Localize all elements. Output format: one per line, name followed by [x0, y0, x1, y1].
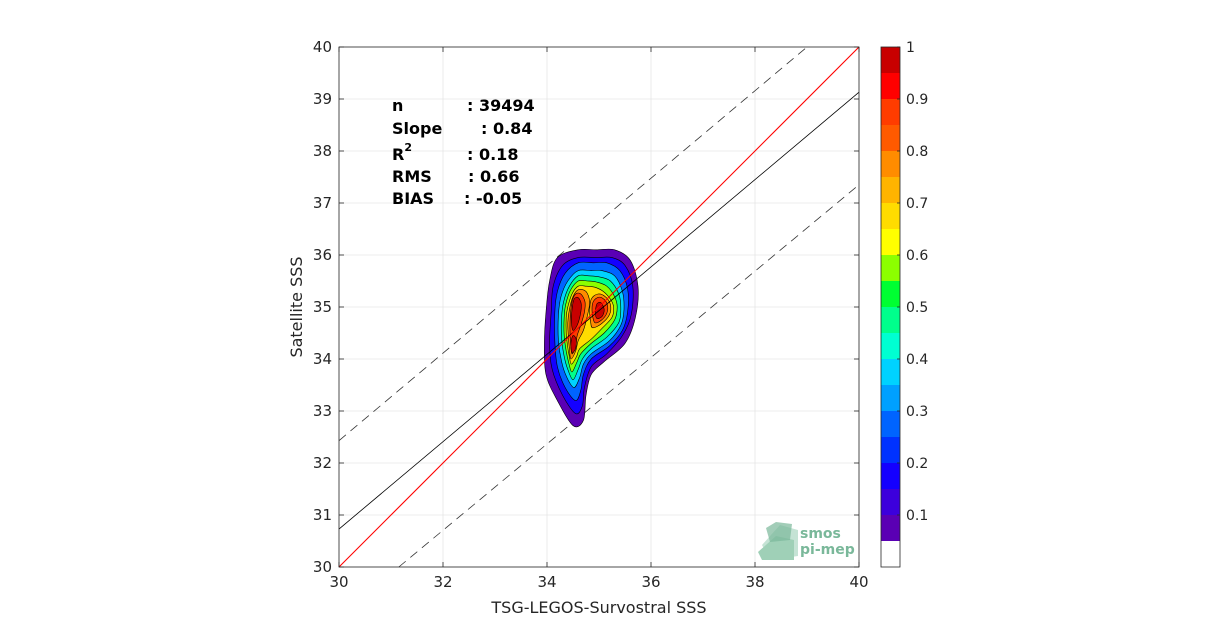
reference-lines — [338, 46, 860, 568]
density-contours — [544, 248, 639, 428]
envelope-line — [338, 46, 808, 441]
colorbar-segment — [881, 151, 900, 177]
x-tick-label: 32 — [433, 573, 452, 591]
y-tick-label: 34 — [313, 350, 332, 368]
stat-value: : 0.66 — [468, 167, 519, 186]
y-tick-label: 37 — [313, 194, 332, 212]
logo-line1: smos — [800, 526, 841, 542]
colorbar-tick-label: 0.2 — [906, 456, 928, 472]
colorbar-segment — [881, 307, 900, 333]
y-axis-ticks: 30 31 32 33 34 35 36 37 38 39 40 — [313, 38, 859, 576]
x-tick-label: 34 — [537, 573, 556, 591]
y-tick-label: 35 — [313, 298, 332, 316]
stat-value: : -0.05 — [464, 189, 522, 208]
x-tick-label: 36 — [641, 573, 660, 591]
colorbar-segment — [881, 541, 900, 567]
colorbar-segment — [881, 177, 900, 203]
x-tick-label: 30 — [329, 573, 348, 591]
colorbar-tick-label: 0.5 — [906, 300, 928, 316]
colorbar-segment — [881, 281, 900, 307]
stat-label: R2 — [392, 141, 412, 164]
stat-label-superscript: 2 — [404, 141, 412, 154]
colorbar-tick-label: 0.6 — [906, 248, 928, 264]
x-tick-label: 38 — [745, 573, 764, 591]
density-contour — [570, 335, 577, 354]
colorbar-tick-label: 1 — [906, 40, 915, 56]
colorbar-segment — [881, 125, 900, 151]
colorbar-segment — [881, 229, 900, 255]
colorbar — [880, 46, 901, 568]
x-axis-label: TSG-LEGOS-Survostral SSS — [490, 598, 706, 617]
y-tick-label: 31 — [313, 506, 332, 524]
colorbar-segment — [881, 359, 900, 385]
colorbar-segment — [881, 255, 900, 281]
logo-line2: pi-mep — [800, 542, 855, 558]
statistics-box: n : 39494 Slope : 0.84 R2 : 0.18 RMS : 0.66 BIAS… — [392, 96, 535, 208]
identity-line — [338, 46, 860, 568]
colorbar-tick-label: 0.7 — [906, 196, 928, 212]
colorbar-segment — [881, 437, 900, 463]
logo-mark-icon — [758, 522, 798, 560]
colorbar-ticks: 0.1 0.2 0.3 0.4 0.5 0.6 0.7 0.8 0.9 1 — [897, 40, 928, 524]
stat-label: BIAS — [392, 189, 434, 208]
stat-label: RMS — [392, 167, 432, 186]
regression-line — [338, 91, 860, 530]
stat-label: n — [392, 96, 403, 115]
y-tick-label: 39 — [313, 90, 332, 108]
stat-label: Slope — [392, 119, 442, 138]
colorbar-segment — [881, 99, 900, 125]
colorbar-segment — [881, 47, 900, 73]
colorbar-tick-label: 0.1 — [906, 508, 928, 524]
stat-value: : 0.84 — [481, 119, 532, 138]
x-axis-ticks: 30 32 34 36 38 40 — [329, 47, 869, 591]
y-tick-label: 30 — [313, 558, 332, 576]
stat-value: : 0.18 — [467, 145, 518, 164]
y-axis-label: Satellite SSS — [287, 256, 306, 357]
colorbar-tick-label: 0.8 — [906, 144, 928, 160]
smos-pi-mep-logo: smos pi-mep — [758, 522, 855, 560]
colorbar-segment — [881, 203, 900, 229]
colorbar-segment — [881, 489, 900, 515]
colorbar-tick-label: 0.9 — [906, 92, 928, 108]
colorbar-tick-label: 0.4 — [906, 352, 928, 368]
y-tick-label: 33 — [313, 402, 332, 420]
colorbar-segment — [881, 515, 900, 541]
envelope-lines — [338, 46, 860, 568]
envelope-line — [398, 184, 860, 568]
colorbar-segment — [881, 385, 900, 411]
y-tick-label: 36 — [313, 246, 332, 264]
colorbar-segment — [881, 411, 900, 437]
density-contour — [571, 296, 582, 331]
colorbar-tick-label: 0.3 — [906, 404, 928, 420]
colorbar-segment — [881, 333, 900, 359]
colorbar-segment — [881, 463, 900, 489]
y-tick-label: 38 — [313, 142, 332, 160]
x-tick-label: 40 — [849, 573, 868, 591]
stat-value: : 39494 — [467, 96, 535, 115]
colorbar-segment — [881, 73, 900, 99]
y-tick-label: 40 — [313, 38, 332, 56]
y-tick-label: 32 — [313, 454, 332, 472]
